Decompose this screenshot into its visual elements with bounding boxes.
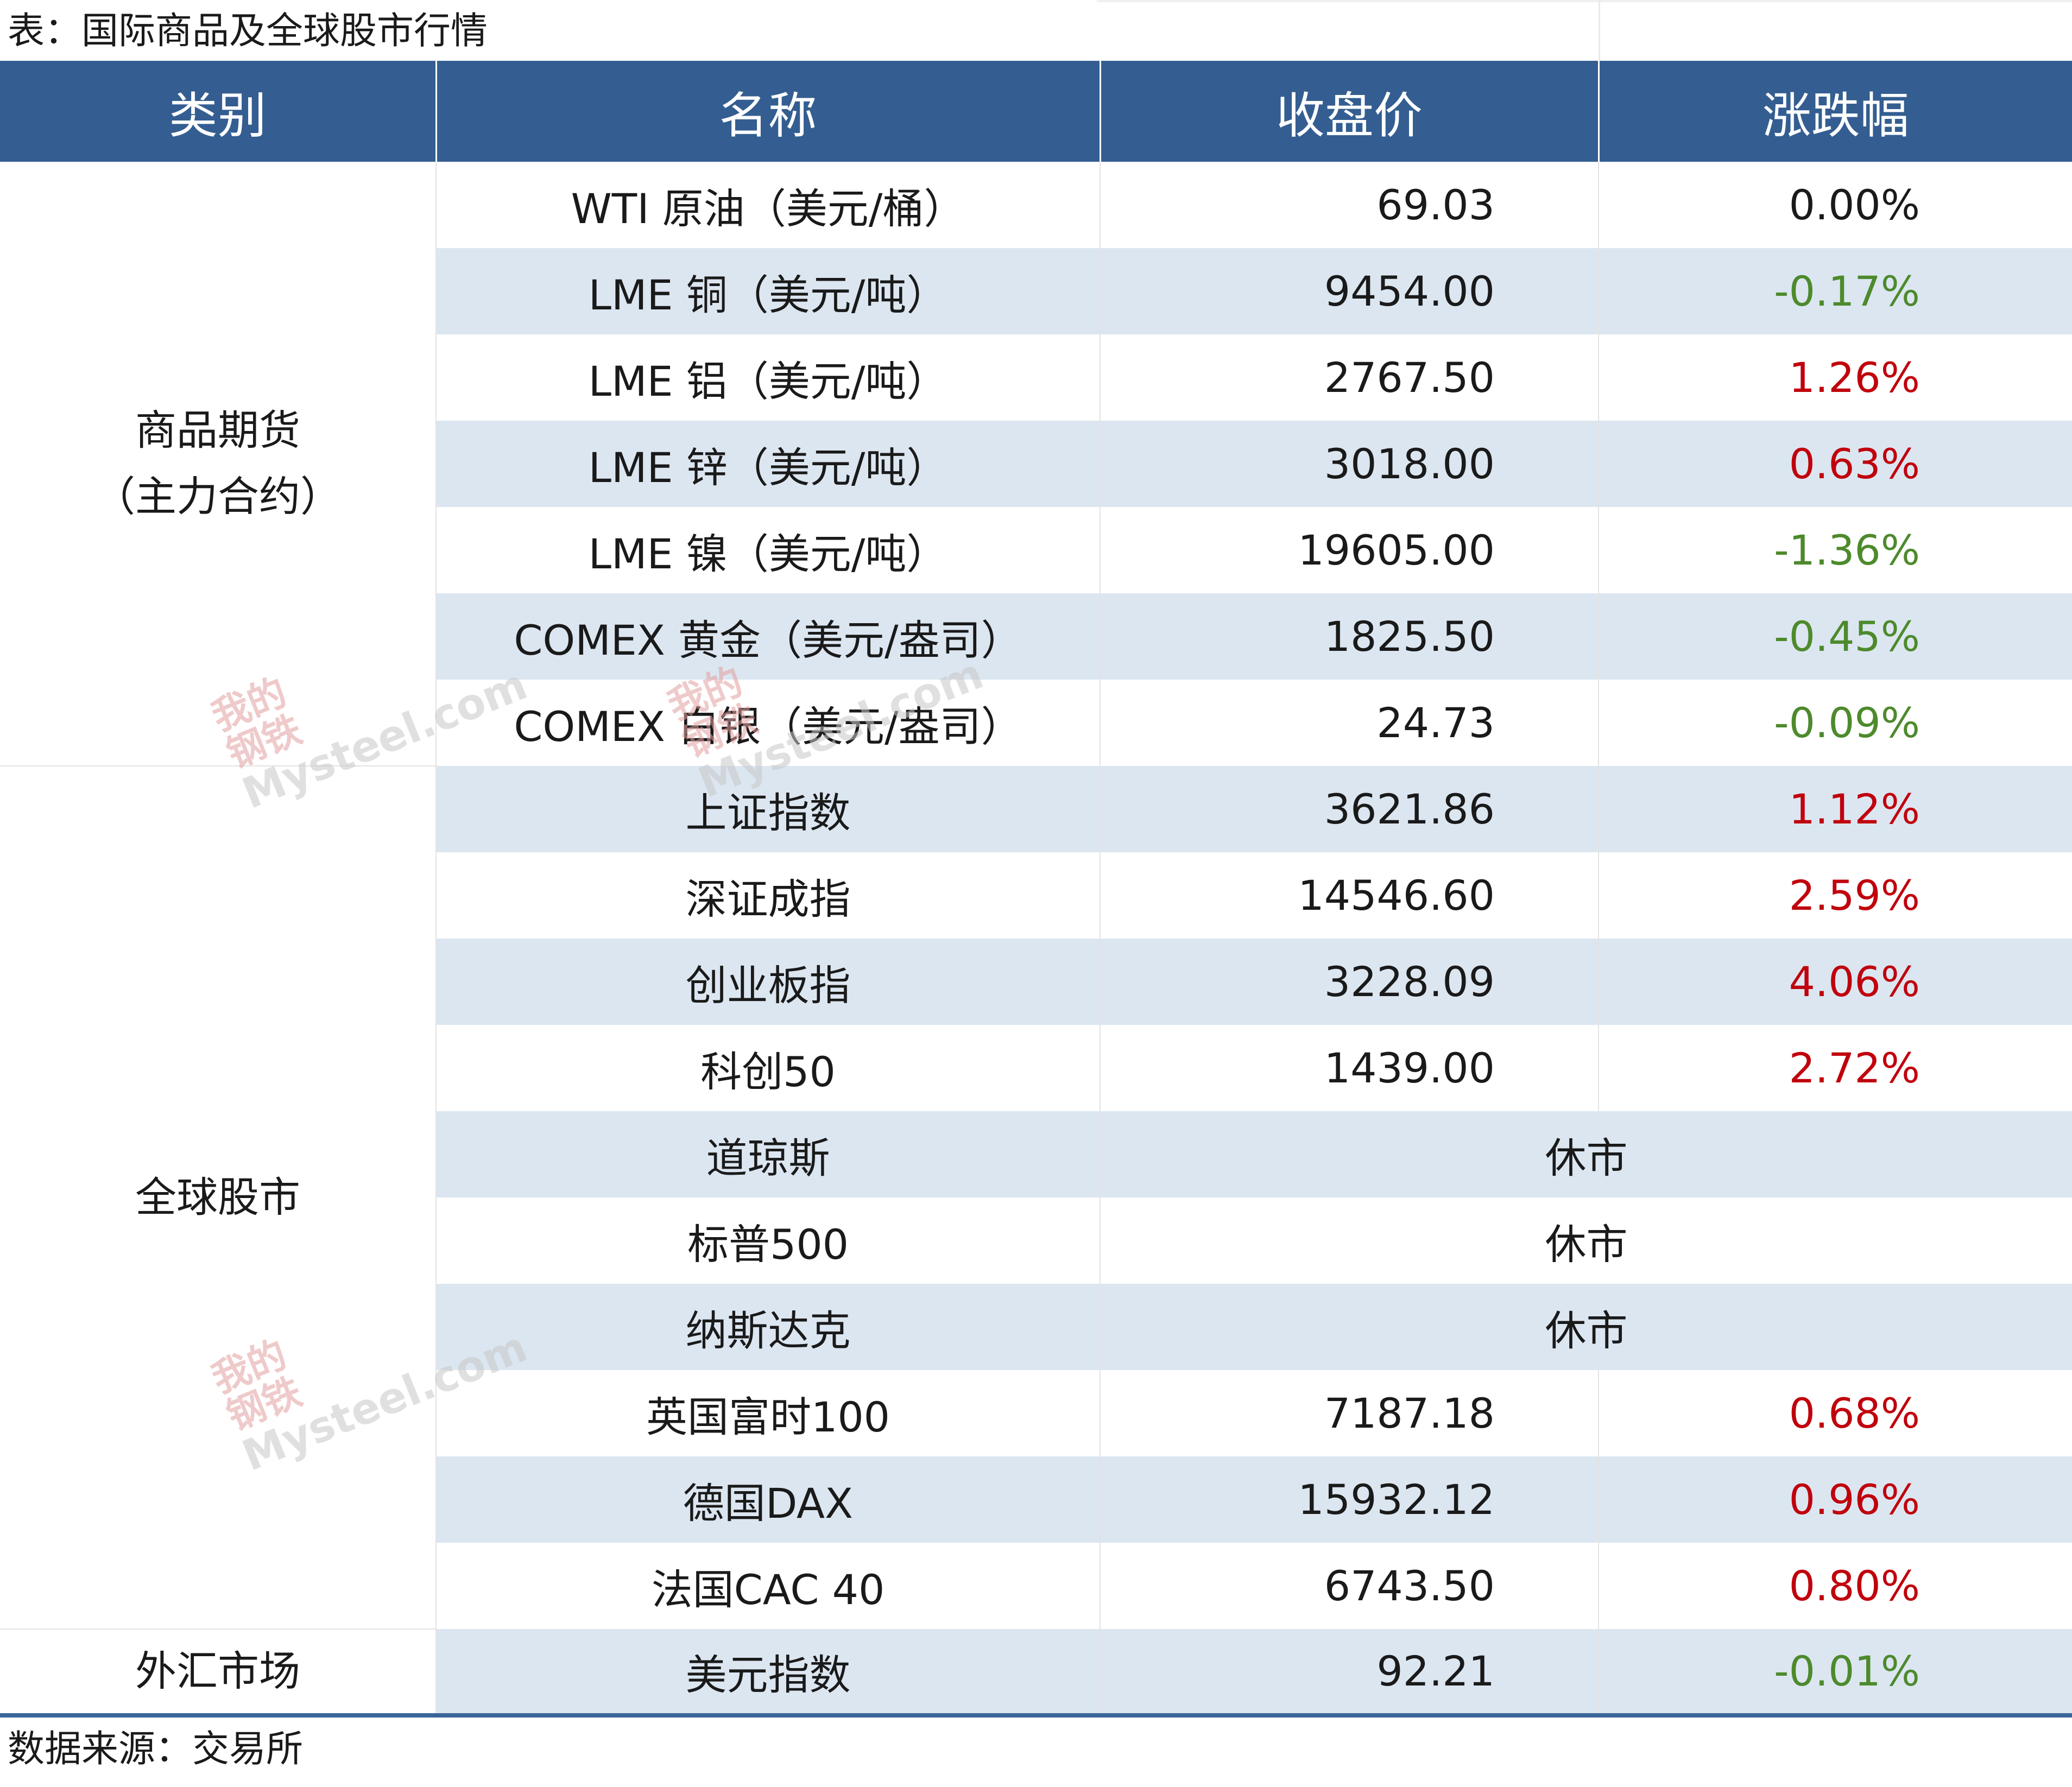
header-change: 涨跌幅 <box>1762 87 1909 144</box>
instrument-name: 深证成指 <box>436 852 1101 939</box>
change-percent: 0.00% <box>1789 181 1920 229</box>
table-row: 外汇市场 美元指数 92.21 -0.01% <box>0 1629 2072 1718</box>
market-status: 休市 <box>1100 1111 2072 1197</box>
change-percent: 2.72% <box>1789 1044 1920 1092</box>
table-row: LME 镍（美元/吨） 19605.00 -1.36% <box>0 507 2072 593</box>
close-price: 1825.50 <box>1100 593 1599 680</box>
table-row: 创业板指 3228.09 4.06% <box>0 939 2072 1025</box>
table-row: 道琼斯 休市 <box>0 1111 2072 1197</box>
close-price: 19605.00 <box>1100 507 1599 593</box>
instrument-name: 科创50 <box>436 1025 1101 1111</box>
change-percent: -1.36% <box>1774 526 1920 574</box>
instrument-name: 纳斯达克 <box>436 1284 1101 1370</box>
close-price: 9454.00 <box>1100 248 1599 334</box>
change-percent: 1.12% <box>1599 766 2072 852</box>
change-percent: 0.96% <box>1599 1456 2072 1543</box>
table-row: COMEX 黄金（美元/盎司） 1825.50 -0.45% <box>0 593 2072 680</box>
table-row: LME 铜（美元/吨） 9454.00 -0.17% <box>0 248 2072 334</box>
data-source: 数据来源：交易所 <box>8 1728 304 1771</box>
table-row: COMEX 白银（美元/盎司） 24.73 -0.09% <box>0 680 2072 766</box>
header-category: 类别 <box>0 61 437 162</box>
category-commodities: 商品期货 （主力合约） <box>0 162 437 766</box>
close-price: 14546.60 <box>1100 852 1599 939</box>
table-row: LME 锌（美元/吨） 3018.00 0.63% <box>0 421 2072 507</box>
change-percent: 1.26% <box>1789 353 1920 402</box>
close-price: 3228.09 <box>1100 939 1599 1025</box>
category-label: 商品期货 <box>135 406 300 454</box>
header-name: 名称 <box>436 61 1101 162</box>
instrument-name: LME 铝（美元/吨） <box>436 334 1101 421</box>
instrument-name: 英国富时100 <box>436 1370 1101 1456</box>
instrument-name: 法国CAC 40 <box>436 1543 1101 1629</box>
instrument-name: COMEX 黄金（美元/盎司） <box>436 593 1101 680</box>
close-price: 2767.50 <box>1100 334 1599 421</box>
instrument-name: COMEX 白银（美元/盎司） <box>436 680 1101 766</box>
market-status: 休市 <box>1100 1284 2072 1370</box>
table-row: 纳斯达克 休市 <box>0 1284 2072 1370</box>
header-row: 类别 名称 收盘价 涨跌幅 <box>0 61 2072 162</box>
table-body: 商品期货 （主力合约） WTI 原油（美元/桶） 69.03 0.00% LME 铜（美元… <box>0 162 2072 1718</box>
close-price: 92.21 <box>1100 1629 1599 1718</box>
change-percent: 0.68% <box>1789 1389 1920 1437</box>
close-price: 6743.50 <box>1100 1543 1599 1629</box>
instrument-name: LME 镍（美元/吨） <box>436 507 1101 593</box>
category-label: 全球股市 <box>135 1173 300 1221</box>
table-row: 商品期货 （主力合约） WTI 原油（美元/桶） 69.03 0.00% <box>0 162 2072 766</box>
table-row: LME 铝（美元/吨） 2767.50 1.26% <box>0 334 2072 421</box>
change-percent: -0.01% <box>1599 1629 2072 1718</box>
top-divider <box>1599 0 1600 61</box>
close-price: 7187.18 <box>1100 1370 1599 1456</box>
instrument-name: 上证指数 <box>436 766 1101 852</box>
instrument-name: LME 锌（美元/吨） <box>436 421 1101 507</box>
close-price: 1439.00 <box>1100 1025 1599 1111</box>
instrument-name: 美元指数 <box>436 1629 1101 1718</box>
change-percent: -0.09% <box>1774 699 1920 747</box>
category-label: 外汇市场 <box>135 1647 300 1695</box>
close-price: 3018.00 <box>1100 421 1599 507</box>
close-price: 3621.86 <box>1100 766 1599 852</box>
table-row: 深证成指 14546.60 2.59% <box>0 852 2072 939</box>
instrument-name: WTI 原油（美元/桶） <box>436 162 1101 248</box>
top-rule <box>1097 0 2072 2</box>
category-fx: 外汇市场 <box>0 1629 437 1718</box>
instrument-name: 标普500 <box>436 1197 1101 1284</box>
change-percent: 0.63% <box>1599 421 2072 507</box>
market-table: 类别 名称 收盘价 涨跌幅 商品期货 （主力合约） WTI 原油（美元/桶） 69.0… <box>0 61 2072 1718</box>
table-row: 科创50 1439.00 2.72% <box>0 1025 2072 1111</box>
close-price: 69.03 <box>1100 162 1599 248</box>
table-row: 德国DAX 15932.12 0.96% <box>0 1456 2072 1543</box>
market-status: 休市 <box>1545 1220 1628 1269</box>
change-percent: 4.06% <box>1599 939 2072 1025</box>
table-row: 全球股市 上证指数 3621.86 1.12% <box>0 766 2072 1630</box>
change-percent: -0.45% <box>1599 593 2072 680</box>
category-stocks: 全球股市 <box>0 766 437 1630</box>
table-row: 英国富时100 7187.18 0.68% <box>0 1370 2072 1456</box>
close-price: 15932.12 <box>1100 1456 1599 1543</box>
change-percent: -0.17% <box>1599 248 2072 334</box>
close-price: 24.73 <box>1100 680 1599 766</box>
instrument-name: LME 铜（美元/吨） <box>436 248 1101 334</box>
table-row: 标普500 休市 <box>0 1197 2072 1284</box>
table-caption: 表：国际商品及全球股市行情 <box>8 10 488 53</box>
category-label: （主力合约） <box>94 472 342 521</box>
table-row: 法国CAC 40 6743.50 0.80% <box>0 1543 2072 1629</box>
instrument-name: 道琼斯 <box>436 1111 1101 1197</box>
change-percent: 2.59% <box>1789 871 1920 920</box>
change-percent: 0.80% <box>1789 1562 1920 1610</box>
instrument-name: 创业板指 <box>436 939 1101 1025</box>
header-close: 收盘价 <box>1100 61 1600 162</box>
instrument-name: 德国DAX <box>436 1456 1101 1543</box>
